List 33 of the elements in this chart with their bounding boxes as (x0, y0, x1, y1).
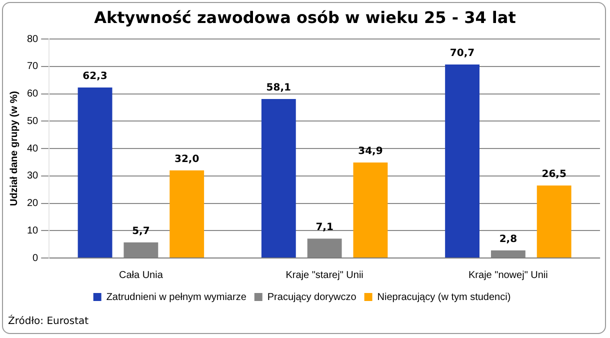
y-tick-label: 40 (27, 143, 39, 154)
bar (78, 87, 112, 258)
text: Źródło: Eurostat (8, 316, 89, 327)
chart-title: Aktywność zawodowa osób w wieku 25 - 34 lat (93, 8, 517, 27)
legend-label: Niepracujący (w tym studenci) (377, 292, 511, 303)
data-label: 58,1 (266, 82, 292, 94)
data-label: 2,8 (499, 234, 518, 245)
y-tick-label: 0 (32, 252, 39, 264)
data-label: 7,1 (316, 222, 334, 234)
x-tick-label: Cała Unia (118, 270, 164, 281)
y-tick-label: 10 (27, 225, 39, 236)
y-tick-label: 50 (27, 116, 39, 127)
data-label: 62,3 (82, 71, 108, 82)
data-label: 34,9 (358, 146, 383, 158)
data-label: 70,7 (450, 48, 475, 60)
bar (353, 162, 388, 258)
legend-label: Zatrudnieni w pełnym wymiarze (106, 292, 247, 303)
bar (445, 64, 480, 258)
bar (170, 170, 204, 258)
x-tick-label: Kraje "nowej" Unii (468, 270, 548, 281)
x-tick-label: Kraje "starej" Unii (286, 270, 364, 281)
bar (261, 98, 296, 258)
data-label: 32,0 (174, 154, 200, 165)
y-tick-label: 60 (27, 88, 39, 100)
bar (536, 185, 572, 258)
y-tick-label: 20 (27, 198, 39, 209)
legend-label: Pracujący dorywczo (267, 292, 357, 303)
y-tick-label: 80 (27, 34, 39, 45)
data-label: 26,5 (542, 169, 566, 180)
y-axis-title: Udział dane grupy (w %) (8, 90, 20, 206)
y-tick-label: 70 (27, 61, 39, 72)
y-tick-label: 30 (27, 170, 39, 182)
data-label: 5,7 (132, 226, 150, 237)
